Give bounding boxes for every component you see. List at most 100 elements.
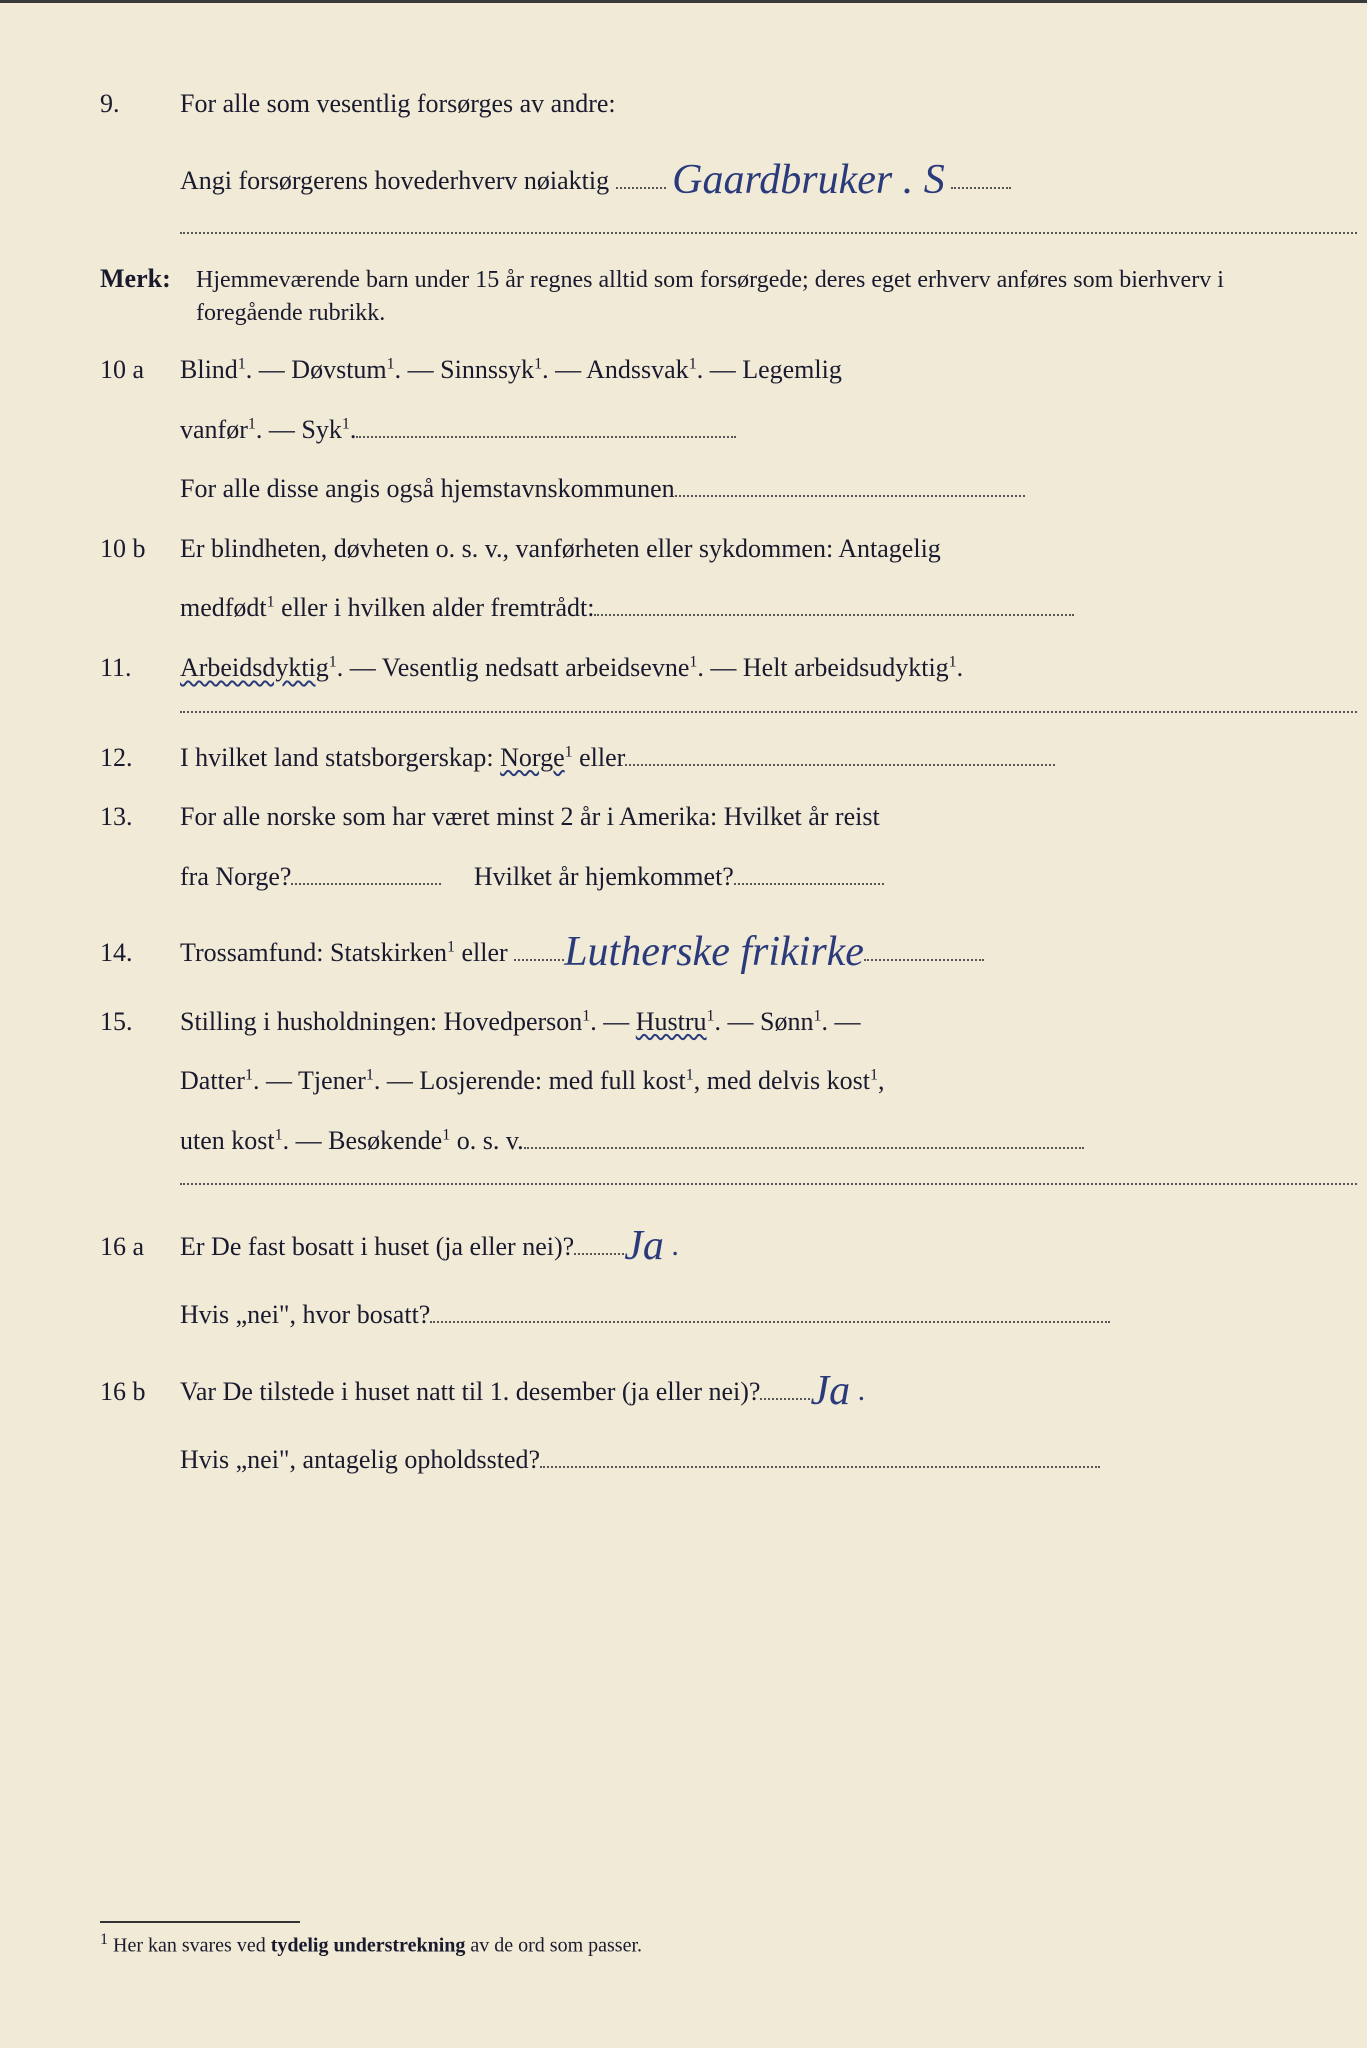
q10a-line3-row: For alle disse angis også hjemstavnskomm… xyxy=(180,468,1277,510)
q16b-line2-text: Hvis „nei", antagelig opholdssted? xyxy=(180,1445,540,1474)
sup-3: 1 xyxy=(534,355,542,372)
q15-line1a: Stilling i husholdningen: Hovedperson xyxy=(180,1007,582,1036)
q9-line2-row: Angi forsørgerens hovederhverv nøiaktig … xyxy=(180,143,1277,210)
q16b-number: 16 b xyxy=(100,1371,180,1413)
question-14: 14. Trossamfund: Statskirken1 eller Luth… xyxy=(100,915,1277,982)
q10b-line2-row: medfødt1 eller i hvilken alder fremtrådt… xyxy=(180,587,1277,629)
q11-part3: . — Helt arbeidsudyktig xyxy=(697,653,948,682)
q15-line2a: Datter xyxy=(180,1066,245,1095)
q13-line1: For alle norske som har været minst 2 år… xyxy=(180,802,880,831)
q11-dot: . xyxy=(957,653,964,682)
q9-fill-line-end xyxy=(951,187,1011,189)
q10a-p1: . — Døvstum xyxy=(246,355,387,384)
sup-6: 1 xyxy=(342,415,350,432)
q15-content: Stilling i husholdningen: Hovedperson 1. … xyxy=(180,1001,1277,1043)
sup-10: 1 xyxy=(949,653,957,670)
q11-content: Arbeidsdyktig1. — Vesentlig nedsatt arbe… xyxy=(180,647,1277,689)
q9-handwritten: Gaardbruker . S xyxy=(672,157,945,203)
sup-2: 1 xyxy=(387,355,395,372)
q10a-line3-fill xyxy=(675,495,1025,497)
q10a-line2: vanfør1. — Syk1. xyxy=(180,409,1277,451)
q12-prefix: I hvilket land statsborgerskap: xyxy=(180,743,500,772)
q15-number: 15. xyxy=(100,1001,180,1043)
sup-17: 1 xyxy=(366,1066,374,1083)
q13-line2a: fra Norge? xyxy=(180,862,291,891)
q9-line1: For alle som vesentlig forsørges av andr… xyxy=(180,89,616,118)
q16a-line2-text: Hvis „nei", hvor bosatt? xyxy=(180,1300,430,1329)
divider-after-11 xyxy=(180,709,1357,713)
q12-suffix: eller xyxy=(573,743,626,772)
q16a-line2-row: Hvis „nei", hvor bosatt? xyxy=(180,1294,1277,1336)
q16a-content: Er De fast bosatt i huset (ja eller nei)… xyxy=(180,1209,1277,1276)
q13-line2b: Hvilket år hjemkommet? xyxy=(474,862,734,891)
sup-20: 1 xyxy=(275,1126,283,1143)
q10a-line3: For alle disse angis også hjemstavnskomm… xyxy=(180,468,1277,510)
q10a-line2-row: vanfør1. — Syk1. xyxy=(180,409,1277,451)
question-13: 13. For alle norske som har været minst … xyxy=(100,796,1277,838)
q13-content: For alle norske som har været minst 2 år… xyxy=(180,796,1277,838)
q15-line2c: . — Losjerende: med full kost xyxy=(374,1066,686,1095)
q15-line2: Datter1. — Tjener1. — Losjerende: med fu… xyxy=(180,1060,1277,1102)
q12-norge: Norge xyxy=(500,743,565,772)
q16b-dash: . xyxy=(850,1374,865,1407)
q15-line3c: o. s. v. xyxy=(450,1126,523,1155)
sup-5: 1 xyxy=(248,415,256,432)
q10b-line1: Er blindheten, døvheten o. s. v., vanfør… xyxy=(180,534,941,563)
q14-prefix: Trossamfund: Statskirken xyxy=(180,938,447,967)
sup-4: 1 xyxy=(689,355,697,372)
footnote-text-c: av de ord som passer. xyxy=(465,1935,642,1957)
q10b-content: Er blindheten, døvheten o. s. v., vanfør… xyxy=(180,528,1277,570)
q16b-fill-s xyxy=(760,1398,810,1400)
q13-fill1 xyxy=(291,883,441,885)
divider-after-15 xyxy=(180,1181,1357,1185)
footnote-num: 1 xyxy=(100,1931,108,1948)
question-10b: 10 b Er blindheten, døvheten o. s. v., v… xyxy=(100,528,1277,570)
q10b-number: 10 b xyxy=(100,528,180,570)
q10b-fill xyxy=(594,614,1074,616)
q10b-line2: medfødt1 eller i hvilken alder fremtrådt… xyxy=(180,587,1277,629)
q15-line2-row: Datter1. — Tjener1. — Losjerende: med fu… xyxy=(180,1060,1277,1102)
question-15: 15. Stilling i husholdningen: Hovedperso… xyxy=(100,1001,1277,1043)
q16b-fill2 xyxy=(540,1466,1100,1468)
q15-line3: uten kost1. — Besøkende1 o. s. v. xyxy=(180,1120,1277,1162)
divider-after-9 xyxy=(180,230,1357,234)
q11-part2: . — Vesentlig nedsatt arbeidsevne xyxy=(337,653,690,682)
sup-8: 1 xyxy=(329,653,337,670)
q14-mid: eller xyxy=(455,938,514,967)
q15-line1c: . — Sønn xyxy=(715,1007,814,1036)
sup-16: 1 xyxy=(245,1066,253,1083)
sup-19: 1 xyxy=(870,1066,878,1083)
q16b-line2: Hvis „nei", antagelig opholdssted? xyxy=(180,1439,1277,1481)
q16b-handwritten: Ja xyxy=(810,1368,850,1414)
q9-fill-line-start xyxy=(616,187,666,189)
q16a-dot: . xyxy=(664,1229,679,1262)
q10a-p0: Blind xyxy=(180,355,238,384)
q15-hustru: Hustru xyxy=(636,1007,707,1036)
q9-line2: Angi forsørgerens hovederhverv nøiaktig … xyxy=(180,143,1277,210)
footnote: 1 Her kan svares ved tydelig understrekn… xyxy=(100,1921,1277,1958)
sup-11: 1 xyxy=(565,743,573,760)
q10a-content: Blind1. — Døvstum1. — Sinnssyk1. — Andss… xyxy=(180,349,1277,391)
footnote-rule xyxy=(100,1921,300,1923)
footnote-text-b: tydelig understrekning xyxy=(271,1935,466,1957)
merk-row: Merk: Hjemmeværende barn under 15 år reg… xyxy=(100,258,1277,331)
q9-content: For alle som vesentlig forsørges av andr… xyxy=(180,83,1277,125)
question-11: 11. Arbeidsdyktig1. — Vesentlig nedsatt … xyxy=(100,647,1277,689)
q16a-number: 16 a xyxy=(100,1226,180,1268)
question-9: 9. For alle som vesentlig forsørges av a… xyxy=(100,83,1277,125)
q16b-line2-row: Hvis „nei", antagelig opholdssted? xyxy=(180,1439,1277,1481)
merk-label: Merk: xyxy=(100,258,196,300)
q10a-p3: . — Andssvak xyxy=(542,355,689,384)
q10a-line2-mid: . — Syk xyxy=(256,415,342,444)
q10a-line3-text: For alle disse angis også hjemstavnskomm… xyxy=(180,474,675,503)
q9-line2-prefix: Angi forsørgerens hovederhverv nøiaktig xyxy=(180,166,609,195)
q10a-p4: . — Legemlig xyxy=(697,355,842,384)
q10b-line2-rest: eller i hvilken alder fremtrådt: xyxy=(275,593,595,622)
q15-line3a: uten kost xyxy=(180,1126,275,1155)
q11-number: 11. xyxy=(100,647,180,689)
sup-14: 1 xyxy=(707,1007,715,1024)
q16a-line1: Er De fast bosatt i huset (ja eller nei)… xyxy=(180,1232,574,1261)
sup-1: 1 xyxy=(238,355,246,372)
sup-7: 1 xyxy=(267,594,275,611)
q15-line3-row: uten kost1. — Besøkende1 o. s. v. xyxy=(180,1120,1277,1162)
